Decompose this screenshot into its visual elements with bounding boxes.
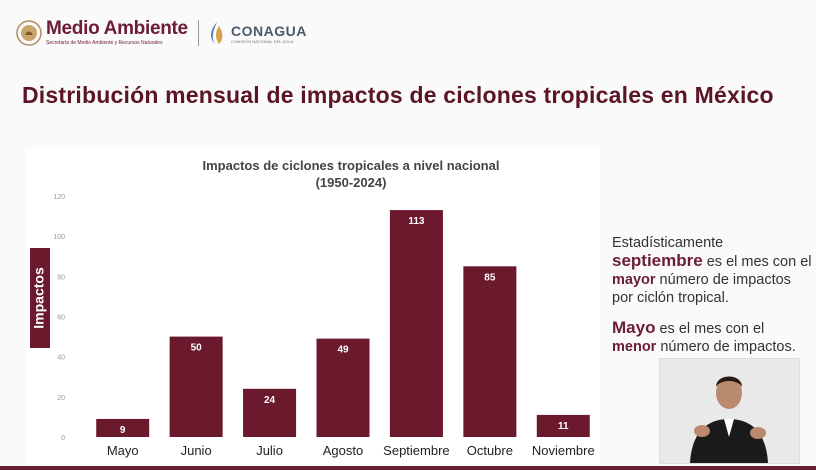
logo-divider: [198, 20, 199, 46]
commentary-text: número de impactos.: [656, 339, 796, 355]
x-tick-label: Mayo: [107, 443, 139, 458]
bar: [243, 388, 297, 437]
chart-panel: Impactos de ciclones tropicales a nivel …: [26, 148, 600, 464]
x-tick-label: Octubre: [467, 443, 513, 458]
bar: [389, 210, 443, 437]
x-tick-label: Agosto: [323, 443, 363, 458]
x-tick-label: Junio: [181, 443, 212, 458]
government-seal-icon: [16, 20, 42, 46]
commentary-text: es el mes con el: [655, 321, 765, 337]
bar: [169, 336, 223, 437]
commentary-text: número de impactos por ciclón tropical.: [612, 272, 791, 306]
x-tick-label: Julio: [256, 443, 283, 458]
x-tick-label: Septiembre: [383, 443, 449, 458]
chart-title: Impactos de ciclones tropicales a nivel …: [202, 158, 500, 173]
y-tick-label: 120: [53, 194, 65, 201]
side-commentary: Estadísticamente septiembre es el mes co…: [612, 234, 812, 368]
y-tick-label: 20: [57, 395, 65, 402]
partner-logo-subtext: COMISIÓN NACIONAL DEL AGUA: [231, 39, 294, 44]
commentary-highlight: septiembre: [612, 251, 703, 270]
data-label: 49: [337, 345, 349, 356]
y-tick-label: 40: [57, 355, 65, 362]
data-label: 50: [191, 343, 203, 354]
data-label: 85: [484, 272, 496, 283]
header: Medio Ambiente Secretaría de Medio Ambie…: [0, 0, 816, 70]
logo-sub-text: Secretaría de Medio Ambiente y Recursos …: [46, 40, 163, 46]
logo-main-text: Medio Ambiente: [46, 18, 188, 39]
commentary-highlight: menor: [612, 339, 657, 355]
partner-logo-text: CONAGUA: [231, 23, 307, 39]
commentary-highlight: Mayo: [612, 318, 656, 337]
y-axis-label-box: [30, 248, 50, 348]
data-label: 11: [558, 421, 569, 432]
bar: [536, 414, 590, 437]
commentary-text: Estadísticamente: [612, 235, 724, 251]
conagua-logo-icon: [211, 22, 223, 44]
commentary-text: es el mes con el: [702, 254, 812, 270]
bar: [463, 266, 517, 437]
chart-subtitle: (1950-2024): [315, 175, 387, 190]
y-tick-label: 100: [53, 234, 65, 241]
data-label: 113: [408, 216, 425, 227]
interpreter-figure-icon: [660, 359, 799, 463]
sign-language-interpreter-video: [659, 358, 800, 464]
y-tick-label: 80: [57, 274, 65, 281]
y-axis-label: Impactos: [31, 267, 47, 329]
data-label: 24: [264, 395, 276, 406]
commentary-highlight: mayor: [612, 272, 656, 288]
y-tick-label: 60: [57, 315, 65, 322]
bar-chart: 0 20 40 60 80 100 120 Impactos 9 Mayo 50 Junio 24 Jul…: [30, 194, 595, 458]
page-title: Distribución mensual de impactos de cicl…: [22, 82, 774, 108]
data-label: 9: [120, 425, 126, 436]
commentary-paragraph-1: Estadísticamente septiembre es el mes co…: [612, 234, 812, 307]
footer-accent-bar: [0, 466, 816, 470]
bar: [316, 338, 370, 437]
commentary-paragraph-2: Mayo es el mes con el menor número de im…: [612, 319, 812, 356]
bar: [96, 418, 150, 437]
y-tick-label: 0: [61, 435, 65, 442]
x-tick-label: Noviembre: [532, 443, 595, 458]
